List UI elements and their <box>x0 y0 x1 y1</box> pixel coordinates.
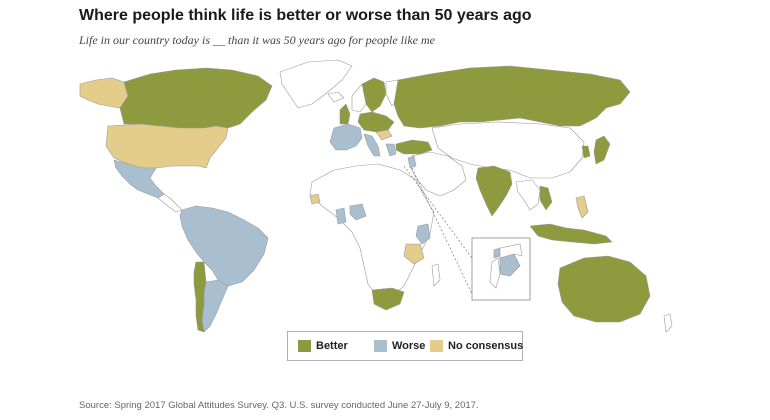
region-madagascar <box>431 263 441 287</box>
region-japan <box>593 135 611 165</box>
region-india <box>475 165 513 217</box>
region-philippines <box>575 195 589 219</box>
region-senegal <box>309 193 321 205</box>
region-greenland <box>279 59 353 109</box>
region-hungary <box>375 129 393 141</box>
legend-label-no-consensus: No consensus <box>448 340 524 352</box>
region-south-america-north <box>179 205 269 287</box>
legend-swatch-no-consensus <box>430 340 443 352</box>
inset-leader-line-2 <box>411 167 473 295</box>
legend-label-worse: Worse <box>392 340 426 352</box>
map-title: Where people think life is better or wor… <box>79 7 532 24</box>
region-indonesia <box>529 223 613 245</box>
legend-item-no-consensus: No consensus <box>430 340 523 352</box>
world-map <box>79 59 673 333</box>
legend-swatch-worse <box>374 340 387 352</box>
region-vietnam <box>539 185 553 211</box>
region-central-america <box>157 193 183 213</box>
region-new-zealand <box>663 313 673 333</box>
region-africa <box>309 163 435 299</box>
inset-syria <box>499 243 523 259</box>
legend-item-better: Better <box>298 340 348 352</box>
region-se-asia <box>515 179 541 211</box>
region-sweden <box>361 77 387 113</box>
region-chile <box>193 261 207 333</box>
region-kenya <box>415 223 431 245</box>
region-greece <box>385 143 397 157</box>
inset-israel <box>489 257 501 289</box>
region-united-states <box>105 123 229 169</box>
region-south-africa <box>371 287 405 311</box>
region-central-europe <box>357 111 395 133</box>
region-west-africa <box>335 203 367 225</box>
region-argentina <box>201 279 229 333</box>
region-middle-east <box>409 151 467 197</box>
inset-leader-line <box>403 165 473 259</box>
source-note: Source: Spring 2017 Global Attitudes Sur… <box>79 400 479 411</box>
region-turkey <box>395 139 433 155</box>
region-south-korea <box>581 145 591 159</box>
region-uk <box>339 103 351 125</box>
legend-swatch-better <box>298 340 311 352</box>
legend-item-worse: Worse <box>374 340 425 352</box>
map-subtitle: Life in our country today is __ than it … <box>79 33 435 47</box>
region-alaska <box>79 77 129 109</box>
region-australia <box>557 255 651 323</box>
region-tanzania <box>403 243 425 265</box>
region-levant <box>407 155 417 169</box>
region-canada <box>119 67 273 129</box>
region-western-europe <box>329 123 363 151</box>
region-russia <box>393 65 631 129</box>
inset-lebanon <box>493 247 501 259</box>
region-italy <box>363 133 381 157</box>
inset-map <box>489 243 523 289</box>
region-central-asia <box>431 121 585 179</box>
region-iceland <box>327 91 345 103</box>
legend: Better Worse No consensus <box>287 331 523 361</box>
legend-label-better: Better <box>316 340 348 352</box>
